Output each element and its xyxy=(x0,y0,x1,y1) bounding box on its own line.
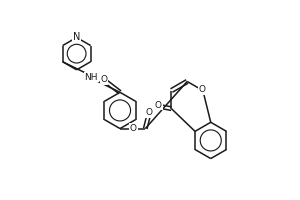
Text: N: N xyxy=(73,32,80,42)
Text: O: O xyxy=(155,101,162,110)
Text: NH: NH xyxy=(85,73,98,82)
Text: O: O xyxy=(198,85,206,94)
Text: O: O xyxy=(101,75,108,84)
Text: O: O xyxy=(130,124,137,133)
Text: O: O xyxy=(146,108,153,117)
